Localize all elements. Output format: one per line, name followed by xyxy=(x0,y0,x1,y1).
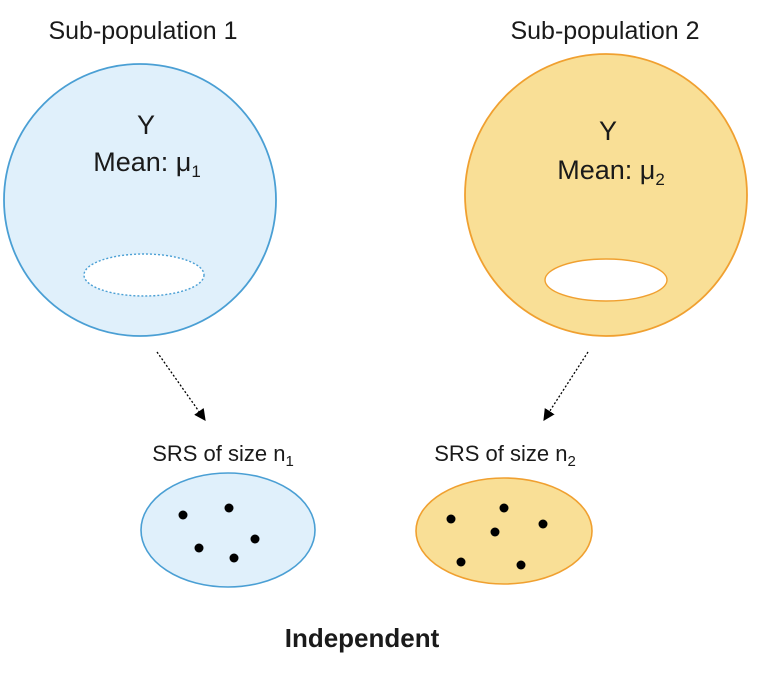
sample-dot xyxy=(446,514,456,524)
population-1-sampled-region xyxy=(83,253,205,297)
sample-dot xyxy=(178,510,188,520)
sampling-arrow-1 xyxy=(156,351,206,421)
population-2-circle xyxy=(464,53,748,337)
independent-label: Independent xyxy=(285,623,440,653)
population-2-title: Sub-population 2 xyxy=(510,17,699,45)
sample-dot xyxy=(229,553,239,563)
sample-dot xyxy=(499,503,509,513)
sample-2-dots xyxy=(446,503,548,570)
population-1-variable: Y xyxy=(137,110,155,140)
sample-dot xyxy=(456,557,466,567)
sample-1-dots xyxy=(178,503,260,563)
sample-2-label: SRS of size n2 xyxy=(434,441,576,470)
sampling-arrow-2 xyxy=(543,351,589,421)
population-2-variable: Y xyxy=(599,116,617,146)
sample-1-label: SRS of size n1 xyxy=(152,441,294,470)
sample-dot xyxy=(250,534,260,544)
sample-dot xyxy=(194,543,204,553)
population-2-mean: Mean: μ2 xyxy=(557,155,665,189)
sample-2-ellipse xyxy=(415,477,593,585)
sample-1-ellipse xyxy=(140,472,316,588)
population-1-circle xyxy=(3,63,277,337)
sample-dot xyxy=(538,519,548,529)
population-2-sampled-region xyxy=(544,258,668,302)
population-1-title: Sub-population 1 xyxy=(48,17,237,45)
sample-dot xyxy=(224,503,234,513)
sample-dot xyxy=(516,560,526,570)
population-1-mean: Mean: μ1 xyxy=(93,147,201,181)
sample-dot xyxy=(490,527,500,537)
